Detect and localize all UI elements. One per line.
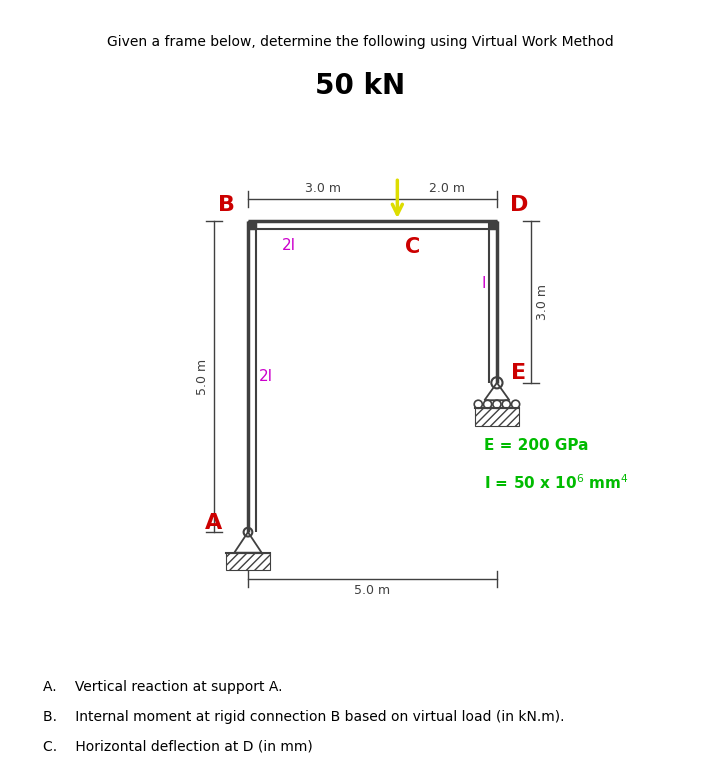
- Text: D: D: [510, 195, 528, 216]
- Bar: [474, 408, 519, 426]
- Text: B: B: [217, 195, 235, 216]
- Text: 2I: 2I: [282, 238, 297, 254]
- Text: B.  Internal moment at rigid connection B based on virtual load (in kN.m).: B. Internal moment at rigid connection B…: [43, 710, 564, 724]
- Text: 3.0 m: 3.0 m: [536, 284, 549, 320]
- Text: A.  Vertical reaction at support A.: A. Vertical reaction at support A.: [43, 680, 283, 694]
- Text: 2I: 2I: [259, 369, 274, 384]
- Bar: [489, 221, 497, 229]
- Text: 5.0 m: 5.0 m: [196, 359, 209, 394]
- Text: C.  Horizontal deflection at D (in mm): C. Horizontal deflection at D (in mm): [43, 739, 313, 753]
- Text: 50 kN: 50 kN: [315, 72, 405, 100]
- Bar: [226, 552, 270, 570]
- Bar: [248, 221, 256, 229]
- Text: C: C: [405, 237, 420, 257]
- Text: E = 200 GPa: E = 200 GPa: [485, 437, 589, 453]
- Text: 3.0 m: 3.0 m: [305, 182, 341, 195]
- Text: Given a frame below, determine the following using Virtual Work Method: Given a frame below, determine the follo…: [107, 35, 613, 49]
- Text: I: I: [481, 275, 486, 291]
- Text: I = 50 x 10$^6$ mm$^4$: I = 50 x 10$^6$ mm$^4$: [485, 473, 629, 492]
- Text: 5.0 m: 5.0 m: [354, 584, 390, 597]
- Text: 2.0 m: 2.0 m: [429, 182, 465, 195]
- Text: A: A: [205, 513, 222, 533]
- Text: E: E: [511, 363, 526, 384]
